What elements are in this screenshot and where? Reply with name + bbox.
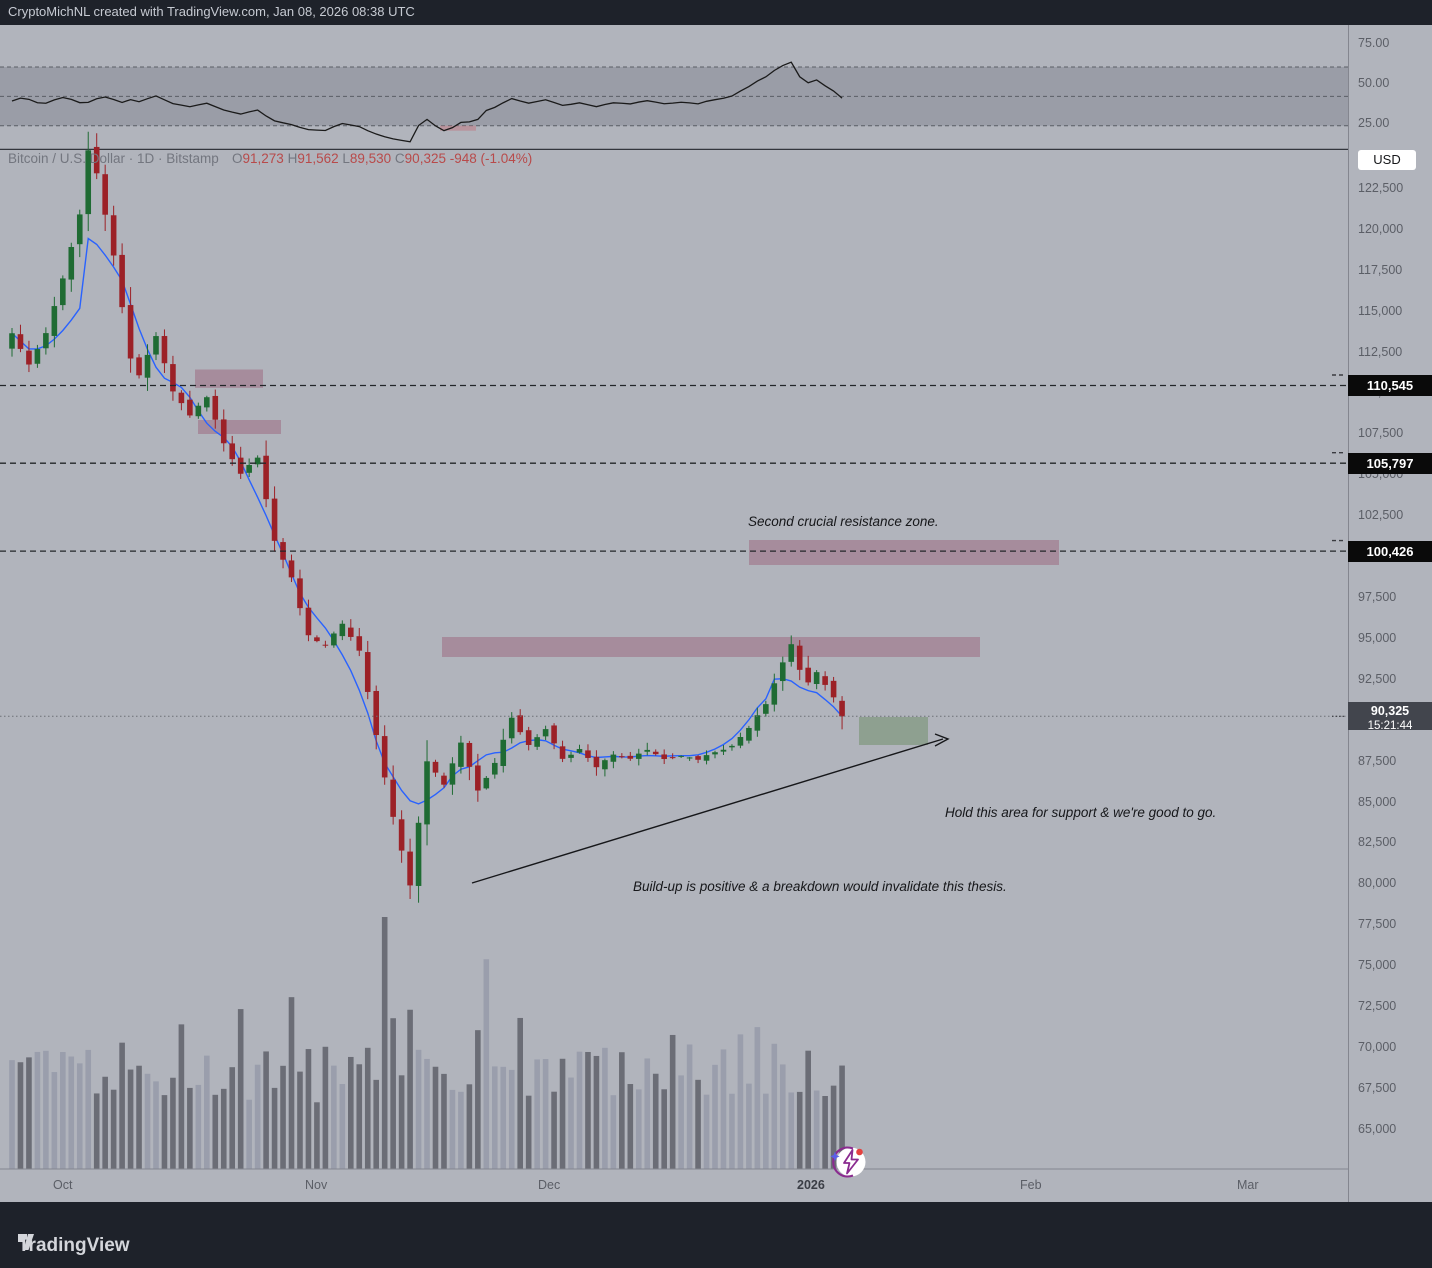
svg-text:Hold this area for support & w: Hold this area for support & we're good … xyxy=(945,805,1216,820)
svg-text:Second crucial resistance zone: Second crucial resistance zone. xyxy=(748,514,939,529)
svg-text:Build-up is positive & a break: Build-up is positive & a breakdown would… xyxy=(633,879,1007,894)
svg-text:O91,273 H91,562 L89,530 C90: O91,273 H91,562 L89,530 C90,325 -948 (-1… xyxy=(232,151,532,166)
svg-text:Bitcoin / U.S. Dollar · 1D · B: Bitcoin / U.S. Dollar · 1D · Bitstamp xyxy=(8,151,219,166)
